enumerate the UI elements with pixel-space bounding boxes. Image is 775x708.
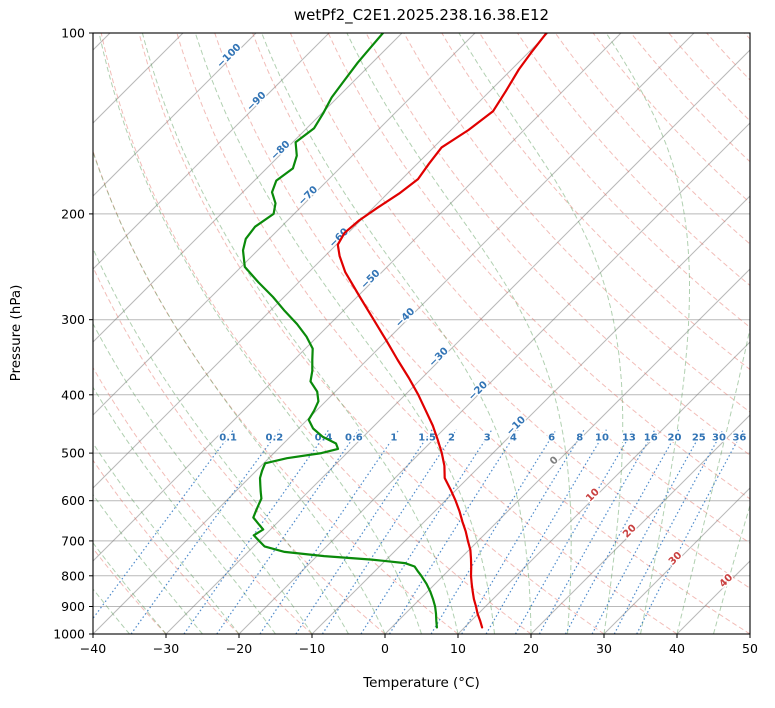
svg-text:0: 0 [548,455,561,468]
svg-text:10: 10 [450,641,466,656]
svg-text:30: 30 [712,432,726,443]
svg-text:−50: −50 [359,268,383,292]
svg-text:−10: −10 [299,641,325,656]
svg-text:900: 900 [61,599,85,614]
dry-adiabats-group [93,33,750,634]
svg-text:30: 30 [667,550,685,568]
svg-text:50: 50 [742,641,758,656]
svg-text:−80: −80 [269,139,293,163]
svg-text:2: 2 [448,432,455,443]
svg-text:10: 10 [595,432,609,443]
profiles-group [241,33,548,629]
dewpoint-curve [241,33,438,629]
pressure-gridlines [93,33,750,634]
svg-text:400: 400 [61,387,85,402]
svg-text:20: 20 [621,523,639,541]
svg-text:300: 300 [61,312,85,327]
svg-text:700: 700 [61,533,85,548]
svg-text:−90: −90 [245,90,269,114]
svg-text:4: 4 [510,432,517,443]
svg-text:30: 30 [596,641,612,656]
x-axis-label: Temperature (°C) [363,675,480,691]
svg-text:600: 600 [61,493,85,508]
svg-text:−20: −20 [467,379,491,403]
svg-text:100: 100 [61,26,85,41]
svg-text:13: 13 [622,432,636,443]
svg-text:36: 36 [732,432,746,443]
svg-text:−30: −30 [427,346,451,370]
mixing-ratio-labels: 0.1 0.2 0.4 0.6 1 1.5 2 3 4 6 8 10 13 16 20 25 30 36 [218,431,748,445]
svg-text:10: 10 [584,487,602,505]
svg-text:−40: −40 [394,306,418,330]
svg-text:20: 20 [523,641,539,656]
svg-text:0.1: 0.1 [219,432,237,443]
svg-text:40: 40 [718,572,736,590]
svg-text:40: 40 [669,641,685,656]
svg-text:−70: −70 [297,184,321,208]
svg-text:1.5: 1.5 [418,432,436,443]
moist-adiabats-group [93,33,750,634]
y-axis-label: Pressure (hPa) [8,284,24,382]
svg-text:16: 16 [644,432,658,443]
plot-frame [92,32,751,635]
svg-text:1: 1 [390,432,397,443]
svg-text:−30: −30 [153,641,179,656]
svg-text:8: 8 [576,432,583,443]
svg-text:0.6: 0.6 [345,432,363,443]
svg-text:20: 20 [668,432,682,443]
svg-text:−20: −20 [226,641,252,656]
y-axis-ticks: 100 200 300 400 500 600 700 800 900 1000 [53,26,93,642]
svg-text:0: 0 [381,641,389,656]
svg-text:6: 6 [548,432,555,443]
mixing-lines-group [93,429,744,634]
svg-text:200: 200 [61,206,85,221]
svg-text:0.2: 0.2 [265,432,283,443]
svg-text:25: 25 [692,432,706,443]
x-axis-ticks: −40 −30 −20 −10 0 10 20 30 40 50 [80,634,758,656]
svg-text:1000: 1000 [53,627,85,642]
svg-text:500: 500 [61,446,85,461]
temperature-curve [336,33,548,629]
svg-text:−40: −40 [80,641,106,656]
svg-text:3: 3 [484,432,491,443]
chart-title: wetPf2_C2E1.2025.238.16.38.E12 [293,6,550,24]
svg-text:−100: −100 [215,42,243,70]
isotherms-group [93,33,750,634]
svg-text:800: 800 [61,568,85,583]
